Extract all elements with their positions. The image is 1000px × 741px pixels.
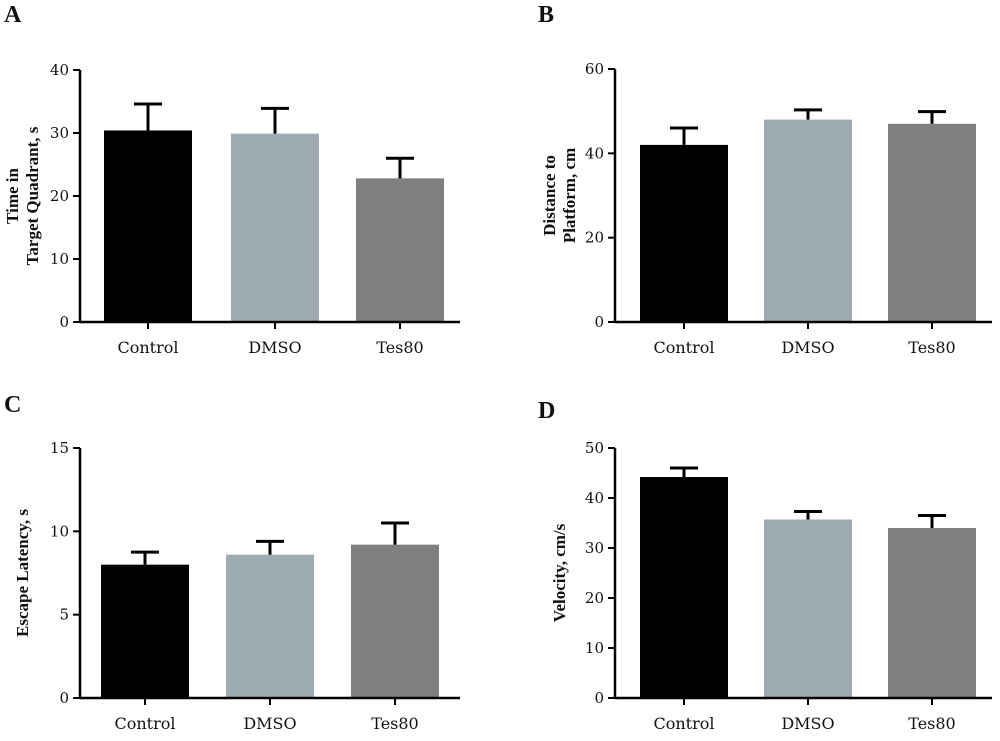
bar-tes80 bbox=[356, 178, 444, 322]
category-label: Control bbox=[114, 714, 175, 733]
y-tick-label: 0 bbox=[59, 689, 69, 707]
y-tick-label: 5 bbox=[59, 606, 69, 624]
panel-letter: B bbox=[538, 2, 554, 28]
bar-tes80 bbox=[888, 123, 976, 322]
bar-control bbox=[104, 130, 192, 322]
bar-tes80 bbox=[351, 544, 439, 698]
category-label: Control bbox=[117, 338, 178, 357]
y-tick-label: 30 bbox=[585, 539, 604, 557]
y-axis-title: Target Quadrant, s bbox=[23, 126, 42, 265]
y-tick-label: 15 bbox=[50, 439, 69, 457]
category-label: Tes80 bbox=[371, 714, 418, 733]
panel-a: A Control DMSO Tes80 0 10 20 30 40 Time in Target … bbox=[3, 2, 460, 357]
y-axis-title: Distance to bbox=[540, 155, 559, 236]
panel-letter: C bbox=[4, 392, 21, 418]
y-tick-label: 10 bbox=[50, 522, 69, 540]
y-tick-label: 40 bbox=[585, 489, 604, 507]
y-axis-title: Platform, cm bbox=[560, 148, 579, 243]
bar-dmso bbox=[764, 119, 852, 322]
y-axis-title: Velocity, cm/s bbox=[550, 523, 569, 622]
category-label: DMSO bbox=[781, 338, 834, 357]
y-tick-label: 60 bbox=[585, 60, 604, 78]
y-tick-label: 40 bbox=[585, 144, 604, 162]
panel-b: B Control DMSO Tes80 0 20 40 60 Distance to Platf… bbox=[538, 2, 992, 357]
bar-dmso bbox=[231, 133, 319, 322]
category-label: DMSO bbox=[248, 338, 301, 357]
y-tick-label: 0 bbox=[594, 313, 604, 331]
category-label: Control bbox=[653, 338, 714, 357]
panel-d: D Control DMSO Tes80 0 10 20 30 40 50 Velocity, cm… bbox=[538, 398, 992, 733]
y-tick-label: 30 bbox=[50, 124, 69, 142]
category-label: Tes80 bbox=[376, 338, 423, 357]
panel-letter: A bbox=[4, 2, 22, 28]
category-label: Tes80 bbox=[908, 338, 955, 357]
category-label: Tes80 bbox=[908, 714, 955, 733]
bar-dmso bbox=[764, 519, 852, 698]
y-tick-label: 0 bbox=[594, 689, 604, 707]
y-axis-title: Time in bbox=[3, 168, 22, 224]
bar-control bbox=[101, 564, 189, 698]
category-label: DMSO bbox=[243, 714, 296, 733]
y-tick-label: 50 bbox=[585, 439, 604, 457]
y-tick-label: 40 bbox=[50, 61, 69, 79]
y-tick-label: 10 bbox=[585, 639, 604, 657]
bar-dmso bbox=[226, 554, 314, 698]
bar-control bbox=[640, 144, 728, 322]
panel-c: C Control DMSO Tes80 0 5 10 15 Escape Latency, s bbox=[4, 392, 460, 733]
y-axis-title: Escape Latency, s bbox=[13, 509, 32, 637]
category-label: Control bbox=[653, 714, 714, 733]
y-tick-label: 0 bbox=[59, 313, 69, 331]
panel-letter: D bbox=[538, 398, 555, 424]
y-tick-label: 20 bbox=[585, 229, 604, 247]
bar-tes80 bbox=[888, 528, 976, 698]
category-label: DMSO bbox=[781, 714, 834, 733]
bar-control bbox=[640, 477, 728, 698]
y-tick-label: 20 bbox=[585, 589, 604, 607]
y-tick-label: 20 bbox=[50, 187, 69, 205]
y-tick-label: 10 bbox=[50, 250, 69, 268]
